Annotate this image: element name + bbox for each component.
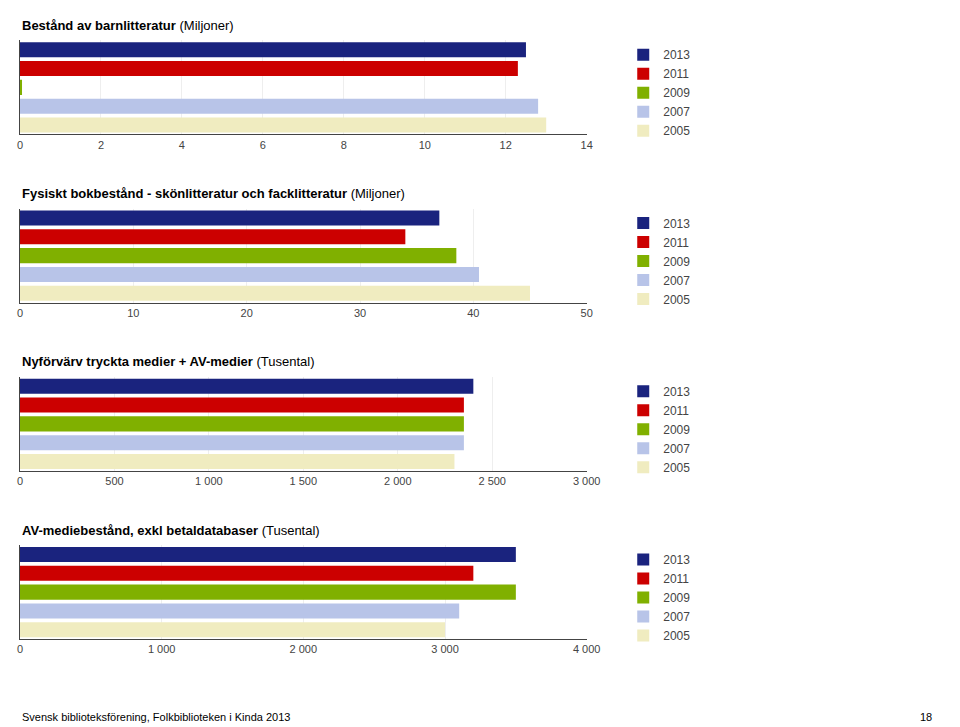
svg-text:2 000: 2 000	[290, 643, 318, 655]
svg-text:6: 6	[260, 139, 266, 151]
svg-text:18: 18	[920, 711, 932, 723]
svg-text:Nyförvärv tryckta medier + AV-: Nyförvärv tryckta medier + AV-medier (Tu…	[22, 354, 315, 369]
svg-text:2007: 2007	[663, 105, 690, 119]
svg-text:2 500: 2 500	[478, 475, 506, 487]
svg-text:2007: 2007	[663, 442, 690, 456]
svg-text:2005: 2005	[663, 461, 690, 475]
svg-text:AV-mediebestånd, exkl betaldat: AV-mediebestånd, exkl betaldatabaser (Tu…	[22, 523, 320, 538]
svg-text:4: 4	[179, 139, 185, 151]
svg-text:2011: 2011	[663, 67, 689, 81]
svg-text:10: 10	[419, 139, 431, 151]
svg-text:30: 30	[354, 307, 366, 319]
svg-text:4 000: 4 000	[573, 643, 601, 655]
svg-text:1 500: 1 500	[290, 475, 318, 487]
svg-text:0: 0	[17, 139, 23, 151]
svg-text:2009: 2009	[663, 423, 690, 437]
svg-text:3 000: 3 000	[573, 475, 601, 487]
svg-text:2013: 2013	[663, 217, 690, 231]
svg-text:Fysiskt bokbestånd - skönlitte: Fysiskt bokbestånd - skönlitteratur och …	[22, 186, 405, 201]
svg-text:20: 20	[241, 307, 253, 319]
svg-text:12: 12	[500, 139, 512, 151]
svg-text:2011: 2011	[663, 572, 689, 586]
svg-text:40: 40	[467, 307, 479, 319]
svg-text:Bestånd av barnlitteratur (Mil: Bestånd av barnlitteratur (Miljoner)	[22, 18, 234, 33]
svg-text:2009: 2009	[663, 86, 690, 100]
svg-text:0: 0	[17, 307, 23, 319]
svg-text:500: 500	[105, 475, 123, 487]
svg-text:2 000: 2 000	[384, 475, 412, 487]
svg-text:3 000: 3 000	[431, 643, 459, 655]
svg-text:2011: 2011	[663, 404, 689, 418]
svg-text:2: 2	[98, 139, 104, 151]
svg-text:2009: 2009	[663, 591, 690, 605]
svg-text:2007: 2007	[663, 610, 690, 624]
svg-text:2009: 2009	[663, 255, 690, 269]
svg-text:2013: 2013	[663, 385, 690, 399]
svg-text:1 000: 1 000	[195, 475, 223, 487]
svg-text:0: 0	[17, 475, 23, 487]
svg-text:Svensk biblioteksförening, Fol: Svensk biblioteksförening, Folkbibliotek…	[22, 711, 290, 723]
svg-text:10: 10	[127, 307, 139, 319]
svg-text:2005: 2005	[663, 124, 690, 138]
svg-text:2013: 2013	[663, 553, 690, 567]
svg-text:2011: 2011	[663, 236, 689, 250]
svg-text:2005: 2005	[663, 629, 690, 643]
svg-text:50: 50	[581, 307, 593, 319]
svg-text:8: 8	[341, 139, 347, 151]
svg-text:0: 0	[17, 643, 23, 655]
svg-text:2013: 2013	[663, 48, 690, 62]
svg-text:2007: 2007	[663, 274, 690, 288]
svg-text:1 000: 1 000	[148, 643, 176, 655]
svg-text:14: 14	[581, 139, 593, 151]
svg-text:2005: 2005	[663, 293, 690, 307]
